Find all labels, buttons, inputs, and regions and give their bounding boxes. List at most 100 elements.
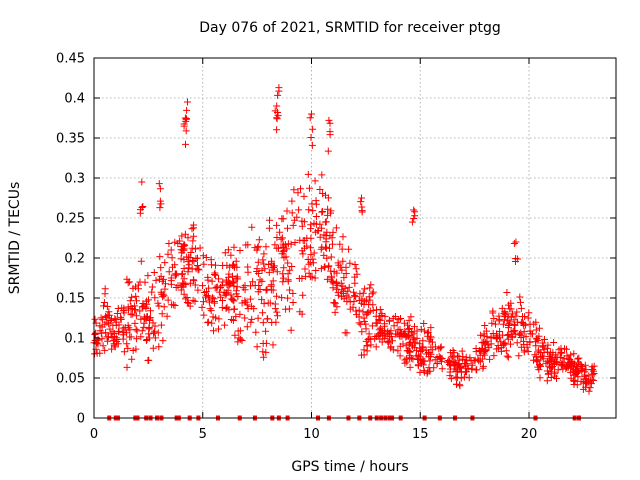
data-point <box>396 342 404 350</box>
y-tick-label: 0.05 <box>56 372 85 387</box>
data-point <box>202 293 209 301</box>
data-point <box>243 323 251 331</box>
data-point <box>242 241 250 249</box>
data-point <box>436 355 444 363</box>
data-point <box>296 308 304 316</box>
data-point <box>289 221 297 229</box>
data-point <box>346 259 354 267</box>
data-point <box>433 360 441 368</box>
data-point <box>305 206 313 214</box>
data-point <box>220 288 228 296</box>
data-point <box>284 259 292 267</box>
data-point <box>295 206 303 214</box>
data-point <box>396 325 404 333</box>
data-point <box>409 335 417 343</box>
data-point <box>185 299 193 307</box>
data-point <box>126 297 134 305</box>
data-point <box>346 298 354 306</box>
data-point <box>500 316 508 324</box>
data-point <box>352 293 360 301</box>
data-point <box>279 278 287 286</box>
data-point <box>217 293 225 301</box>
data-point <box>558 349 566 357</box>
data-point <box>492 320 499 328</box>
data-point <box>91 331 99 338</box>
data-point <box>274 91 282 99</box>
data-point <box>174 240 182 247</box>
data-point <box>143 336 151 343</box>
data-point <box>447 375 455 383</box>
data-point <box>132 345 140 353</box>
data-point <box>255 236 263 244</box>
x-tick-label: 20 <box>521 427 538 442</box>
data-point <box>272 318 280 326</box>
data-point <box>271 300 279 308</box>
data-point <box>215 275 222 283</box>
data-point <box>517 304 525 312</box>
data-point <box>389 337 396 345</box>
data-point <box>508 332 516 340</box>
y-tick-label: 0.1 <box>64 332 85 347</box>
data-point <box>498 304 506 312</box>
data-point <box>375 316 383 323</box>
data-point <box>255 282 263 289</box>
data-point <box>202 254 210 261</box>
data-point <box>188 244 196 252</box>
data-point <box>132 325 140 333</box>
data-point <box>259 256 267 264</box>
data-point <box>334 281 342 289</box>
data-point <box>109 321 117 329</box>
data-point <box>524 314 532 322</box>
data-point <box>232 275 240 283</box>
data-point <box>190 277 198 285</box>
data-point <box>489 309 497 317</box>
data-point <box>212 314 220 322</box>
data-point <box>587 376 595 384</box>
data-point <box>156 253 164 261</box>
data-point <box>317 265 325 273</box>
data-point <box>181 230 189 238</box>
data-point <box>318 171 326 179</box>
data-point <box>241 314 249 322</box>
data-point <box>260 353 268 361</box>
data-point <box>325 262 333 270</box>
data-point <box>504 322 512 329</box>
data-point <box>157 272 165 280</box>
data-point <box>99 342 107 350</box>
data-point <box>273 102 281 110</box>
data-point <box>263 285 271 293</box>
data-point <box>543 377 551 385</box>
data-point <box>221 249 229 257</box>
data-point <box>497 344 505 352</box>
data-point <box>417 325 425 333</box>
data-point <box>298 274 306 282</box>
data-point <box>544 341 552 349</box>
data-point <box>511 321 519 329</box>
data-point <box>266 216 273 224</box>
data-point <box>312 213 320 220</box>
data-point <box>298 222 306 230</box>
data-point <box>194 254 201 262</box>
data-point <box>167 246 175 254</box>
data-point <box>246 295 254 303</box>
data-point <box>133 335 141 343</box>
data-point <box>513 339 521 347</box>
data-point <box>556 354 564 361</box>
data-point <box>123 275 131 283</box>
data-point <box>280 264 288 272</box>
data-point <box>194 262 201 269</box>
data-point <box>152 276 160 284</box>
data-point <box>269 341 277 349</box>
data-point <box>564 363 572 371</box>
data-point <box>190 257 198 265</box>
data-point <box>490 352 498 360</box>
data-point <box>386 316 393 324</box>
data-point <box>291 216 299 224</box>
data-point <box>262 243 270 251</box>
data-point <box>306 184 313 192</box>
data-point <box>236 310 244 318</box>
data-point <box>507 305 515 313</box>
data-point <box>278 215 286 223</box>
data-point <box>339 257 347 265</box>
data-point <box>234 338 242 346</box>
